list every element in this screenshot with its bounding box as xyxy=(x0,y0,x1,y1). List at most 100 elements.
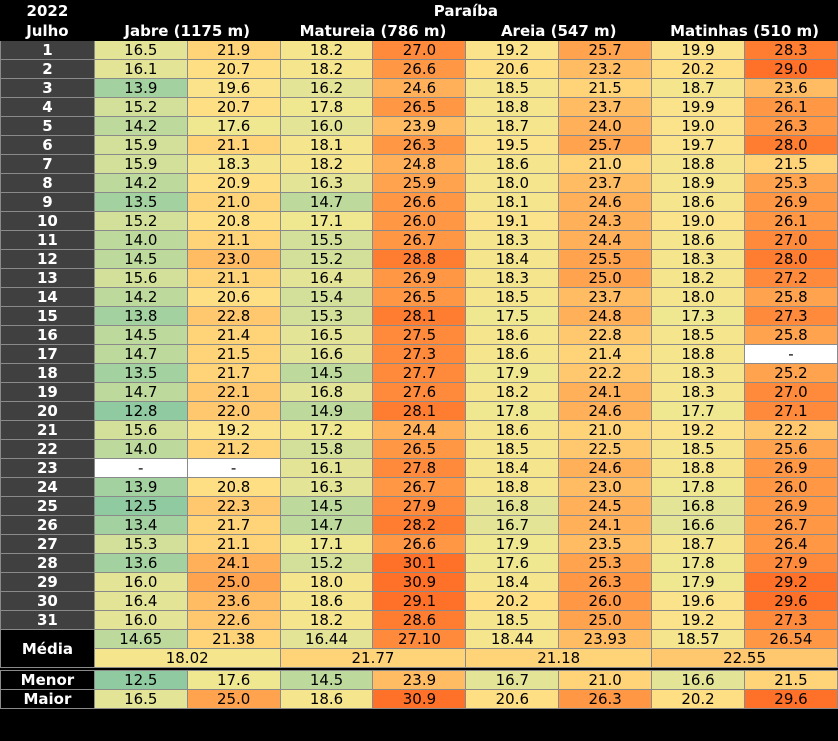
min-temp-cell: 14.5 xyxy=(93,249,188,269)
maior-value: 20.6 xyxy=(465,689,560,709)
station-areia-header: Areia (547 m) xyxy=(465,20,653,41)
min-temp-cell: 13.5 xyxy=(93,363,188,383)
max-temp-cell: 24.6 xyxy=(558,401,653,421)
day-number: 12 xyxy=(0,249,95,269)
media-value: 23.93 xyxy=(558,629,653,649)
menor-value: 16.6 xyxy=(651,670,745,690)
max-temp-cell: 22.8 xyxy=(186,306,281,326)
table-row: 4 15.2 20.7 17.8 26.5 18.8 23.7 19.9 26.1 xyxy=(0,97,838,117)
max-temp-cell: 27.3 xyxy=(744,306,838,326)
min-temp-cell: 17.5 xyxy=(465,306,560,326)
max-temp-cell: 24.1 xyxy=(186,553,281,573)
max-temp-cell: 26.9 xyxy=(372,268,467,288)
max-temp-cell: 27.8 xyxy=(372,458,467,478)
min-temp-cell: 20.2 xyxy=(651,59,745,79)
maior-value: 20.2 xyxy=(651,689,745,709)
max-temp-cell: 29.2 xyxy=(744,572,838,592)
min-temp-cell: 18.4 xyxy=(465,249,560,269)
day-number: 27 xyxy=(0,534,95,554)
min-temp-cell: 14.2 xyxy=(93,173,188,193)
min-temp-cell: 15.5 xyxy=(279,230,374,250)
max-temp-cell: 25.5 xyxy=(558,249,653,269)
state-title: Paraíba xyxy=(93,0,838,21)
day-number: 15 xyxy=(0,306,95,326)
min-temp-cell: 18.6 xyxy=(465,344,560,364)
table-row: 5 14.2 17.6 16.0 23.9 18.7 24.0 19.0 26.3 xyxy=(0,116,838,136)
max-temp-cell: 21.5 xyxy=(186,344,281,364)
table-row: 19 14.7 22.1 16.8 27.6 18.2 24.1 18.3 27.0 xyxy=(0,382,838,402)
day-number: 4 xyxy=(0,97,95,117)
min-temp-cell: 14.5 xyxy=(93,325,188,345)
table-row: 30 16.4 23.6 18.6 29.1 20.2 26.0 19.6 29.6 xyxy=(0,591,838,611)
max-temp-cell: 25.8 xyxy=(744,325,838,345)
day-number: 1 xyxy=(0,40,95,60)
menor-value: 23.9 xyxy=(372,670,467,690)
day-number: 19 xyxy=(0,382,95,402)
max-temp-cell: 21.2 xyxy=(186,439,281,459)
min-temp-cell: 17.7 xyxy=(651,401,745,421)
min-temp-cell: 18.7 xyxy=(465,116,560,136)
max-temp-cell: 27.0 xyxy=(744,382,838,402)
day-number: 8 xyxy=(0,173,95,193)
table-row: 15 13.8 22.8 15.3 28.1 17.5 24.8 17.3 27.3 xyxy=(0,306,838,326)
min-temp-cell: 16.3 xyxy=(279,173,374,193)
min-temp-cell: 16.5 xyxy=(93,40,188,60)
day-number: 17 xyxy=(0,344,95,364)
media-value: 26.54 xyxy=(744,629,838,649)
min-temp-cell: 15.3 xyxy=(279,306,374,326)
day-number: 3 xyxy=(0,78,95,98)
min-temp-cell: 18.3 xyxy=(651,249,745,269)
min-temp-cell: 15.2 xyxy=(93,211,188,231)
max-temp-cell: 24.0 xyxy=(558,116,653,136)
media-overall-value: 21.77 xyxy=(279,648,467,668)
min-temp-cell: 15.9 xyxy=(93,135,188,155)
max-temp-cell: 22.8 xyxy=(558,325,653,345)
table-row: 28 13.6 24.1 15.2 30.1 17.6 25.3 17.8 27.9 xyxy=(0,553,838,573)
daily-rows: 1 16.5 21.9 18.2 27.0 19.2 25.7 19.9 28.3 2 16.1 20… xyxy=(0,40,838,630)
max-temp-cell: 23.0 xyxy=(186,249,281,269)
max-temp-cell: - xyxy=(744,344,838,364)
min-temp-cell: 14.0 xyxy=(93,230,188,250)
max-temp-cell: 22.1 xyxy=(186,382,281,402)
maior-value: 18.6 xyxy=(279,689,374,709)
day-number: 5 xyxy=(0,116,95,136)
max-temp-cell: 25.7 xyxy=(558,135,653,155)
min-temp-cell: 19.2 xyxy=(651,610,745,630)
min-temp-cell: 18.2 xyxy=(651,268,745,288)
media-value: 18.57 xyxy=(651,629,745,649)
min-temp-cell: 15.9 xyxy=(93,154,188,174)
min-temp-cell: 13.9 xyxy=(93,78,188,98)
min-temp-cell: 19.5 xyxy=(465,135,560,155)
table-row: 9 13.5 21.0 14.7 26.6 18.1 24.6 18.6 26.9 xyxy=(0,192,838,212)
day-number: 23 xyxy=(0,458,95,478)
max-temp-cell: 26.5 xyxy=(372,97,467,117)
min-temp-cell: 17.9 xyxy=(651,572,745,592)
table-row: 22 14.0 21.2 15.8 26.5 18.5 22.5 18.5 25.6 xyxy=(0,439,838,459)
table-row: 2 16.1 20.7 18.2 26.6 20.6 23.2 20.2 29.0 xyxy=(0,59,838,79)
max-temp-cell: 26.7 xyxy=(744,515,838,535)
max-temp-cell: 25.8 xyxy=(744,287,838,307)
max-temp-cell: 24.1 xyxy=(558,382,653,402)
table-row: 18 13.5 21.7 14.5 27.7 17.9 22.2 18.3 25.2 xyxy=(0,363,838,383)
max-temp-cell: 23.6 xyxy=(744,78,838,98)
summary-rows: Média 14.65 21.38 16.44 27.10 18.44 23.9… xyxy=(0,629,838,709)
max-temp-cell: 28.6 xyxy=(372,610,467,630)
day-number: 31 xyxy=(0,610,95,630)
min-temp-cell: 19.2 xyxy=(465,40,560,60)
max-temp-cell: - xyxy=(186,458,281,478)
table-row: 6 15.9 21.1 18.1 26.3 19.5 25.7 19.7 28.0 xyxy=(0,135,838,155)
day-number: 9 xyxy=(0,192,95,212)
table-row: 12 14.5 23.0 15.2 28.8 18.4 25.5 18.3 28.0 xyxy=(0,249,838,269)
menor-value: 21.0 xyxy=(558,670,653,690)
max-temp-cell: 27.3 xyxy=(744,610,838,630)
day-number: 24 xyxy=(0,477,95,497)
max-temp-cell: 21.0 xyxy=(558,154,653,174)
max-temp-cell: 20.7 xyxy=(186,97,281,117)
min-temp-cell: 18.2 xyxy=(279,59,374,79)
min-temp-cell: 17.8 xyxy=(651,477,745,497)
max-temp-cell: 24.8 xyxy=(372,154,467,174)
min-temp-cell: 18.5 xyxy=(465,287,560,307)
day-number: 25 xyxy=(0,496,95,516)
min-temp-cell: 18.6 xyxy=(465,154,560,174)
min-temp-cell: 18.5 xyxy=(651,325,745,345)
